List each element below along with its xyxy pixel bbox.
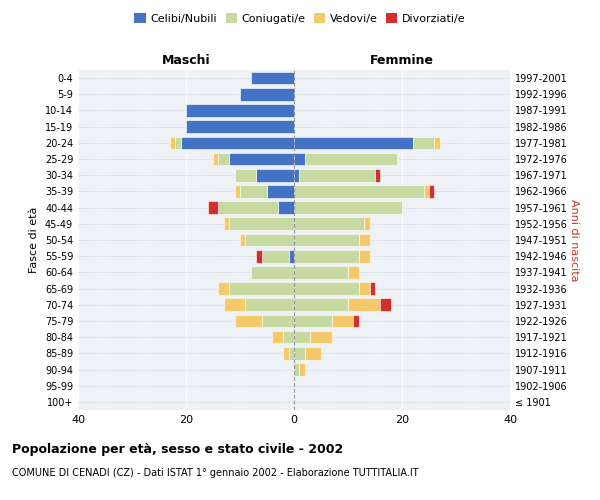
Bar (294, 218, 364, 230)
Bar (235, 314, 262, 328)
Bar (229, 282, 294, 295)
Bar (294, 363, 299, 376)
Bar (294, 185, 424, 198)
Bar (359, 250, 370, 262)
Bar (424, 185, 429, 198)
Bar (359, 234, 370, 246)
Bar (175, 136, 181, 149)
Y-axis label: Anni di nascita: Anni di nascita (569, 198, 579, 281)
Bar (294, 282, 359, 295)
Bar (283, 347, 289, 360)
Bar (305, 347, 321, 360)
Bar (370, 282, 375, 295)
Bar (235, 169, 256, 181)
Bar (245, 298, 294, 311)
Bar (348, 298, 380, 311)
Bar (181, 136, 294, 149)
Bar (262, 250, 289, 262)
Bar (240, 88, 294, 101)
Bar (353, 314, 359, 328)
Bar (245, 234, 294, 246)
Bar (240, 234, 245, 246)
Bar (305, 152, 397, 166)
Bar (186, 120, 294, 133)
Bar (310, 331, 332, 344)
Text: COMUNE DI CENADI (CZ) - Dati ISTAT 1° gennaio 2002 - Elaborazione TUTTITALIA.IT: COMUNE DI CENADI (CZ) - Dati ISTAT 1° ge… (12, 468, 419, 477)
Bar (224, 218, 229, 230)
Text: Popolazione per età, sesso e stato civile - 2002: Popolazione per età, sesso e stato civil… (12, 442, 343, 456)
Bar (294, 331, 310, 344)
Bar (289, 250, 294, 262)
Bar (299, 363, 305, 376)
Bar (251, 266, 294, 278)
Bar (235, 185, 240, 198)
Bar (224, 298, 245, 311)
Bar (294, 266, 348, 278)
Bar (294, 250, 359, 262)
Bar (359, 282, 370, 295)
Bar (240, 185, 267, 198)
Bar (218, 202, 278, 214)
Bar (256, 250, 262, 262)
Bar (294, 314, 332, 328)
Bar (294, 202, 402, 214)
Bar (170, 136, 175, 149)
Text: Maschi: Maschi (161, 54, 211, 68)
Bar (251, 72, 294, 85)
Bar (294, 136, 413, 149)
Bar (375, 169, 380, 181)
Bar (380, 298, 391, 311)
Bar (429, 185, 434, 198)
Bar (218, 152, 229, 166)
Bar (434, 136, 440, 149)
Bar (294, 347, 305, 360)
Bar (186, 104, 294, 117)
Bar (348, 266, 359, 278)
Bar (332, 314, 353, 328)
Bar (256, 169, 294, 181)
Bar (267, 185, 294, 198)
Bar (229, 218, 294, 230)
Bar (289, 347, 294, 360)
Bar (272, 331, 283, 344)
Legend: Celibi/Nubili, Coniugati/e, Vedovi/e, Divorziati/e: Celibi/Nubili, Coniugati/e, Vedovi/e, Di… (132, 10, 468, 26)
Bar (213, 152, 218, 166)
Bar (294, 152, 305, 166)
Bar (413, 136, 434, 149)
Bar (208, 202, 218, 214)
Bar (229, 152, 294, 166)
Bar (294, 169, 299, 181)
Bar (294, 234, 359, 246)
Bar (299, 169, 375, 181)
Bar (278, 202, 294, 214)
Bar (364, 218, 370, 230)
Bar (262, 314, 294, 328)
Text: Femmine: Femmine (370, 54, 434, 68)
Bar (283, 331, 294, 344)
Bar (294, 298, 348, 311)
Bar (218, 282, 229, 295)
Y-axis label: Fasce di età: Fasce di età (29, 207, 39, 273)
